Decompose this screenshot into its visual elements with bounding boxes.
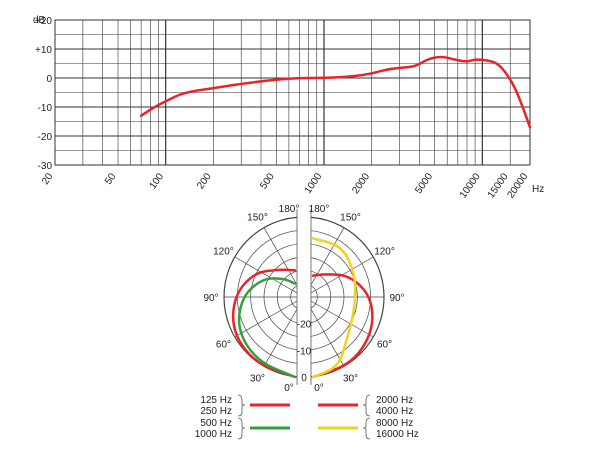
x-tick-label: 5000: [413, 171, 435, 196]
frequency-grid: [54, 19, 531, 166]
y-tick-label: -10: [38, 103, 53, 114]
legend-label: 500 Hz: [200, 418, 232, 429]
x-tick-label: 20: [40, 171, 56, 187]
polar-curve-left: [237, 277, 297, 379]
legend-brace: [237, 394, 246, 417]
angle-label: 150°: [340, 212, 361, 223]
x-tick-label: 1000: [303, 171, 325, 196]
legend-brace: [237, 417, 246, 440]
polar-curve-left: [231, 268, 297, 379]
radial-label: 0: [301, 373, 307, 384]
angle-label: 90°: [389, 293, 404, 304]
legend-label: 8000 Hz: [376, 418, 413, 429]
polar-spoke: [303, 256, 374, 298]
response-curve: [139, 55, 532, 129]
x-tick-label: 500: [258, 171, 277, 191]
x-tick-label: 50: [103, 171, 119, 187]
polar-spoke: [234, 256, 305, 298]
legend-label: 16000 Hz: [376, 429, 419, 440]
legend-label: 2000 Hz: [376, 395, 413, 406]
y-unit-label: dB: [33, 15, 46, 26]
angle-label: 150°: [247, 212, 268, 223]
legend-label: 125 Hz: [200, 395, 232, 406]
angle-label: 30°: [250, 374, 265, 385]
angle-label: 90°: [203, 293, 218, 304]
polar-series: [231, 237, 374, 379]
legend-label: 250 Hz: [200, 406, 232, 417]
angle-label: 60°: [377, 340, 392, 351]
x-tick-label: 100: [148, 171, 167, 191]
frequency-series: [139, 55, 532, 129]
x-tick-label: 2000: [350, 171, 372, 196]
polar-spoke: [234, 296, 305, 338]
polar-grid: [223, 209, 385, 385]
polar-curve-right: [311, 273, 374, 379]
y-tick-labels: +20 +10 0 -10 -20 -30: [35, 16, 52, 172]
angle-label: 180°: [309, 204, 330, 215]
y-tick-label: 0: [46, 74, 52, 85]
angle-label: 0°: [314, 383, 324, 394]
radial-label: -20: [297, 320, 312, 331]
x-tick-label: 20000: [505, 171, 530, 200]
angle-label: 120°: [213, 247, 234, 258]
angle-label: 0°: [284, 383, 294, 394]
legend-label: 1000 Hz: [195, 429, 232, 440]
legend-brace: [362, 394, 371, 417]
frequency-response-chart: dB Hz +20 +10 0 -10 -20 -30 20 50 100 200 500 1000…: [33, 15, 544, 201]
angle-label: 60°: [216, 340, 231, 351]
center-divider: [297, 209, 311, 385]
angle-label: 120°: [374, 247, 395, 258]
y-tick-label: -20: [38, 132, 53, 143]
x-unit-label: Hz: [532, 184, 544, 195]
angle-label: 180°: [279, 204, 300, 215]
legend-label: 4000 Hz: [376, 406, 413, 417]
polar-pattern-chart: 180° 180° 150° 150° 120° 120° 90° 90° 60° 60° 30° 3…: [203, 204, 404, 394]
y-tick-label: +10: [35, 45, 52, 56]
polar-radial-labels: -20 -10 0: [297, 320, 312, 384]
radial-label: -10: [297, 346, 312, 357]
angle-label: 30°: [343, 374, 358, 385]
y-tick-label: -30: [38, 161, 53, 172]
polar-curve-right: [311, 237, 357, 379]
polar-angle-labels: 180° 180° 150° 150° 120° 120° 90° 90° 60° 60° 30° 3…: [203, 204, 404, 394]
x-tick-label: 200: [195, 171, 214, 191]
y-tick-label: +20: [35, 16, 52, 27]
x-tick-label: 10000: [458, 171, 483, 200]
polar-spoke: [303, 296, 374, 338]
legend-brace: [362, 417, 371, 440]
